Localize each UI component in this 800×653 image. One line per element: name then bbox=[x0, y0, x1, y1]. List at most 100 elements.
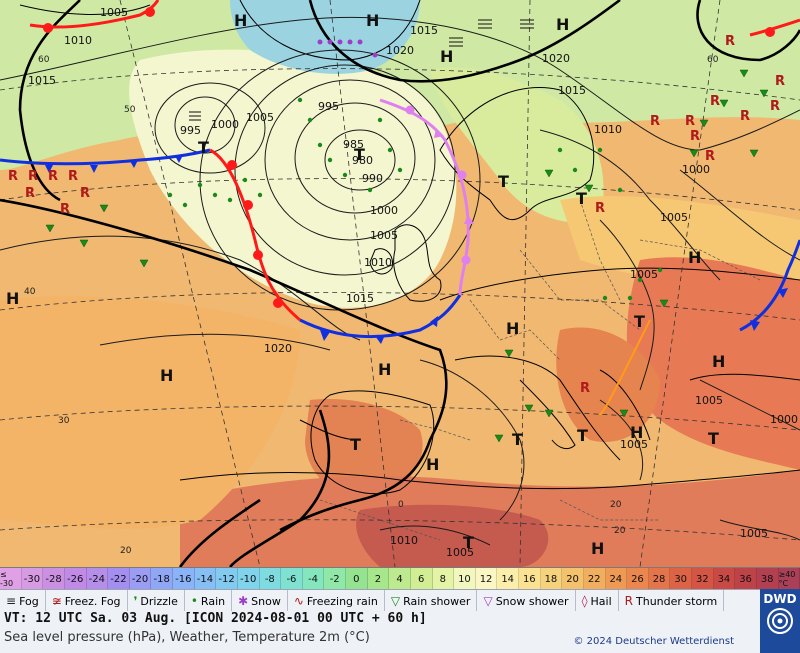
temperature-scale-cell: -12 bbox=[216, 568, 238, 590]
temperature-scale-cell: -8 bbox=[259, 568, 282, 590]
rain-shower-icon: ▽ bbox=[390, 594, 401, 608]
temperature-scale-cell: 16 bbox=[519, 568, 541, 590]
weather-legend-item: ∿ Freezing rain bbox=[288, 590, 385, 612]
svg-text:R: R bbox=[740, 109, 750, 124]
weather-legend-label: Thunder storm bbox=[636, 594, 718, 608]
svg-text:R: R bbox=[725, 34, 735, 49]
svg-text:R: R bbox=[685, 114, 695, 129]
weather-legend-item: ≡ Fog bbox=[0, 590, 46, 612]
temperature-scale-cell: 34 bbox=[713, 568, 736, 590]
temperature-scale-cell: 28 bbox=[648, 568, 671, 590]
dwd-swirl-icon bbox=[767, 608, 793, 634]
svg-text:R: R bbox=[60, 202, 70, 217]
svg-text:R: R bbox=[68, 169, 78, 184]
temp-zone-greenland bbox=[230, 0, 420, 74]
pressure-label: 1000 bbox=[211, 118, 239, 131]
graticule bbox=[0, 0, 800, 567]
pressure-label: 995 bbox=[318, 100, 339, 113]
valid-time: VT: 12 UTC Sa. 03 Aug. [ICON 2024-08-01 … bbox=[4, 611, 427, 626]
svg-text:R: R bbox=[770, 99, 780, 114]
temperature-scale-cell: -20 bbox=[129, 568, 152, 590]
svg-text:R: R bbox=[25, 186, 35, 201]
cold-front-east bbox=[739, 239, 800, 332]
weather-legend-label: Fog bbox=[19, 594, 39, 608]
temperature-scale-cell: 32 bbox=[692, 568, 714, 590]
freezing-fog-icon: ≆ bbox=[51, 594, 62, 608]
svg-text:R: R bbox=[775, 74, 785, 89]
low-marker: T bbox=[634, 312, 645, 331]
low-marker: T bbox=[463, 533, 474, 552]
pressure-label: 1005 bbox=[620, 438, 648, 451]
dwd-logo-text: DWD bbox=[763, 592, 797, 606]
temperature-scale-cell: ≥40 °C bbox=[778, 568, 800, 590]
weather-legend-item: ▽ Snow shower bbox=[477, 590, 576, 612]
snow-icon: ✱ bbox=[238, 594, 249, 608]
temp-zone-scandinavia bbox=[430, 67, 604, 223]
weather-legend-label: Freezing rain bbox=[306, 594, 378, 608]
temperature-scale: ≤ -30 -30 -28 -26 -24 -22 -20 -18 -16 -14 -12 -10 -8… bbox=[0, 567, 800, 590]
high-marker: H bbox=[591, 539, 604, 558]
temperature-scale-cell: -16 bbox=[173, 568, 195, 590]
weather-legend-label: Rain bbox=[200, 594, 226, 608]
weather-legend-item: R Thunder storm bbox=[619, 590, 725, 612]
high-marker: H bbox=[6, 289, 19, 308]
low-marker: T bbox=[198, 138, 209, 157]
temperature-scale-cell: -14 bbox=[194, 568, 217, 590]
temperature-scale-cell: 38 bbox=[756, 568, 779, 590]
svg-text:R: R bbox=[710, 94, 720, 109]
weather-legend-label: Snow bbox=[251, 594, 281, 608]
temperature-scale-cell: 30 bbox=[670, 568, 692, 590]
pressure-label: 1005 bbox=[246, 111, 274, 124]
high-marker: H bbox=[160, 366, 173, 385]
lat-label: 20 bbox=[614, 526, 626, 536]
weather-legend-item: ❜ Drizzle bbox=[128, 590, 185, 612]
pressure-label: 1010 bbox=[64, 34, 92, 47]
temperature-scale-cell: 22 bbox=[583, 568, 606, 590]
high-marker: H bbox=[366, 11, 379, 30]
lat-label: 60 bbox=[707, 55, 719, 65]
lat-label: 20 bbox=[120, 546, 132, 556]
temperature-scale-cell: -30 bbox=[21, 568, 44, 590]
low-marker: T bbox=[577, 426, 588, 445]
temperature-scale-cell: -28 bbox=[43, 568, 65, 590]
high-marker: H bbox=[712, 352, 725, 371]
temperature-scale-cell: 14 bbox=[497, 568, 519, 590]
snow-shower-icon: ▽ bbox=[483, 594, 493, 608]
svg-text:R: R bbox=[48, 169, 58, 184]
pressure-label: 995 bbox=[180, 124, 201, 137]
pressure-label: 1000 bbox=[682, 163, 710, 176]
pressure-label: 1020 bbox=[264, 342, 292, 355]
warm-front-nw bbox=[29, 0, 160, 29]
pressure-label: 1020 bbox=[386, 44, 414, 57]
high-marker: H bbox=[506, 319, 519, 338]
weather-legend-item: ▽ Rain shower bbox=[385, 590, 478, 612]
high-marker: H bbox=[440, 47, 453, 66]
cold-front-uk bbox=[299, 294, 462, 339]
svg-text:R: R bbox=[705, 149, 715, 164]
pressure-label: 1005 bbox=[630, 268, 658, 281]
fog-icon: ≡ bbox=[6, 594, 17, 608]
lat-label: 0 bbox=[398, 500, 404, 510]
temperature-scale-cell: -22 bbox=[108, 568, 130, 590]
lat-label: 40 bbox=[24, 287, 36, 297]
temperature-scale-cell: 20 bbox=[562, 568, 584, 590]
isobars bbox=[0, 16, 800, 546]
pressure-label: 1010 bbox=[594, 123, 622, 136]
temperature-scale-cell: -2 bbox=[324, 568, 346, 590]
pressure-label: 1005 bbox=[370, 229, 398, 242]
low-marker: T bbox=[350, 435, 361, 454]
temp-zone-atlantic-south bbox=[0, 296, 300, 529]
pressure-label: 1005 bbox=[740, 527, 768, 540]
thunderstorm-icon: R bbox=[624, 594, 633, 608]
temp-zone-sahara bbox=[356, 504, 549, 567]
map-subtitle: Sea level pressure (hPa), Weather, Tempe… bbox=[4, 630, 370, 645]
warm-front-ne bbox=[749, 18, 800, 37]
pressure-label: 1015 bbox=[346, 292, 374, 305]
temperature-scale-cell: 18 bbox=[540, 568, 563, 590]
temperature-scale-cell: -10 bbox=[237, 568, 260, 590]
lat-label: 30 bbox=[58, 416, 70, 426]
temperature-scale-cell: 26 bbox=[627, 568, 649, 590]
pressure-label: 1010 bbox=[364, 256, 392, 269]
pressure-label: 1005 bbox=[660, 211, 688, 224]
